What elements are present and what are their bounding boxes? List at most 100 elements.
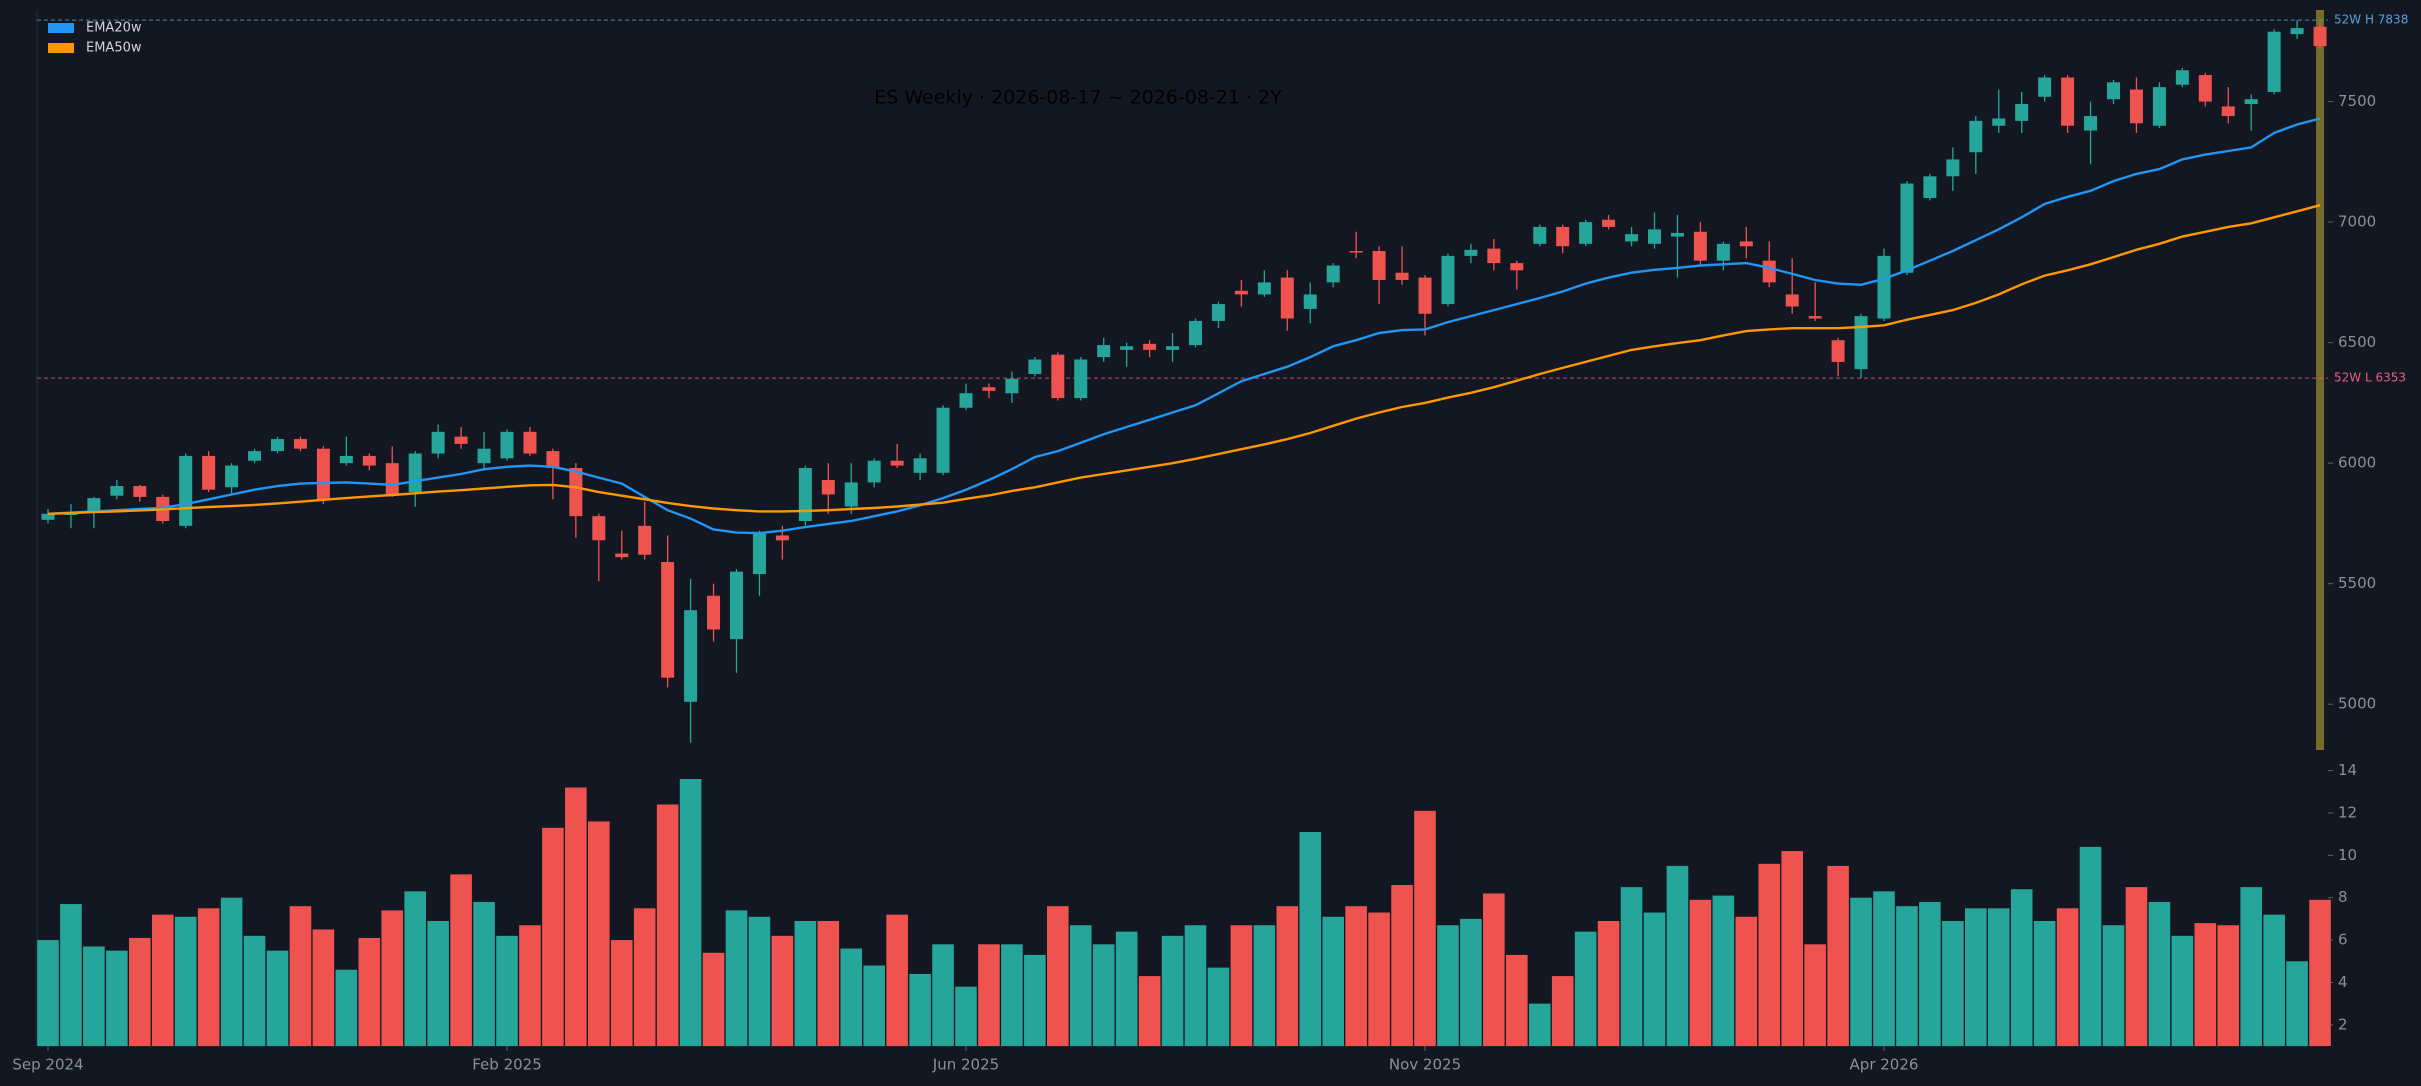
- candle-body: [1625, 234, 1639, 242]
- legend-label: EMA50w: [86, 41, 142, 56]
- candle-body: [1143, 343, 1157, 350]
- candle-body: [1005, 378, 1019, 394]
- candle-body: [1992, 118, 2006, 126]
- candle-body: [1648, 229, 1661, 244]
- volume-bar: [656, 804, 679, 1046]
- candle-body: [1372, 251, 1386, 280]
- volume-bar: [1299, 832, 1322, 1046]
- candle-body: [454, 436, 468, 444]
- reference-label: 52W H 7838: [2334, 13, 2408, 27]
- x-tick-label: Feb 2025: [472, 1056, 542, 1074]
- candle-body: [2313, 26, 2327, 47]
- volume-bar: [1024, 954, 1046, 1046]
- volume-bar: [1850, 897, 1872, 1046]
- volume-bar: [2263, 914, 2285, 1046]
- candle-body: [133, 486, 147, 497]
- candle-body: [798, 467, 812, 522]
- volume-bar: [1620, 887, 1643, 1046]
- candle-body: [1831, 340, 1845, 362]
- volume-bar: [106, 950, 128, 1046]
- candle-body: [730, 571, 743, 640]
- candle-body: [316, 448, 330, 500]
- volume-bar: [381, 910, 404, 1046]
- candle-body: [569, 467, 583, 517]
- volume-bar: [1781, 851, 1803, 1046]
- candle-body: [1739, 241, 1753, 247]
- volume-bar: [565, 787, 587, 1046]
- candle-body: [523, 431, 537, 454]
- candle-body: [1464, 249, 1478, 256]
- candle-body: [959, 393, 973, 408]
- volume-bar: [2102, 925, 2125, 1046]
- volume-bar: [748, 916, 771, 1046]
- volume-tick-label: 14: [2338, 761, 2357, 779]
- candle-body: [431, 431, 445, 454]
- volume-bar: [932, 944, 954, 1046]
- candle-body: [1556, 226, 1570, 247]
- volume-bar: [1047, 906, 1069, 1046]
- candle-body: [1234, 290, 1248, 295]
- candle-body: [1441, 255, 1455, 305]
- volume-bar: [886, 914, 908, 1046]
- y-tick-label: 7000: [2338, 213, 2376, 231]
- volume-bar: [266, 950, 289, 1046]
- volume-bar: [2033, 921, 2056, 1046]
- candle-body: [2244, 99, 2258, 105]
- volume-bar: [220, 897, 243, 1046]
- volume-bar: [863, 965, 885, 1046]
- candle-body: [500, 431, 514, 459]
- volume-bar: [2171, 935, 2194, 1046]
- volume-bar: [1391, 884, 1413, 1046]
- x-tick-label: Apr 2026: [1850, 1056, 1919, 1074]
- candle-body: [477, 448, 491, 464]
- volume-bar: [358, 937, 381, 1046]
- volume-bar: [1161, 935, 1184, 1046]
- volume-bar: [1092, 944, 1115, 1046]
- legend-swatch: [48, 23, 74, 33]
- y-tick-label: 5000: [2338, 695, 2376, 713]
- candle-body: [1166, 346, 1180, 350]
- volume-bar: [450, 874, 472, 1046]
- volume-bar: [2309, 899, 2331, 1046]
- volume-bar: [1253, 925, 1276, 1046]
- candle-body: [2084, 116, 2098, 131]
- volume-bar: [1827, 865, 1849, 1046]
- candle-body: [2038, 77, 2052, 97]
- volume-bar: [1184, 925, 1207, 1046]
- highlight-band: [2316, 10, 2325, 750]
- volume-bar: [1965, 908, 1987, 1046]
- volume-bar: [542, 827, 564, 1046]
- volume-bar: [679, 779, 702, 1046]
- volume-bar: [1115, 931, 1138, 1046]
- candle-body: [408, 453, 422, 493]
- candle-body: [2061, 77, 2075, 126]
- candle-body: [2152, 87, 2166, 126]
- volume-bar: [1230, 925, 1253, 1046]
- volume-bar: [1528, 1003, 1551, 1046]
- volume-bar: [1414, 810, 1436, 1046]
- volume-bar: [588, 821, 610, 1046]
- candle-body: [225, 465, 239, 488]
- volume-bar: [1735, 916, 1758, 1046]
- candle-body: [1602, 219, 1616, 227]
- volume-bar: [83, 946, 105, 1046]
- ema-line: [47, 204, 2321, 515]
- candle-body: [1097, 345, 1111, 358]
- candle-body: [1762, 260, 1776, 283]
- candle-body: [1326, 265, 1340, 283]
- volume-tick-label: 6: [2338, 931, 2348, 949]
- candle-body: [2175, 70, 2189, 85]
- volume-bar: [496, 935, 518, 1046]
- volume-tick-label: 4: [2338, 973, 2348, 991]
- volume-bar: [1551, 976, 1574, 1046]
- volume-bar: [1666, 865, 1689, 1046]
- volume-bar: [610, 940, 633, 1046]
- y-tick-label: 6500: [2338, 333, 2376, 351]
- volume-bar: [151, 914, 174, 1046]
- volume-bar: [702, 952, 725, 1046]
- volume-tick-label: 8: [2338, 888, 2348, 906]
- candle-body: [1487, 248, 1501, 264]
- reference-label: 52W L 6353: [2334, 371, 2406, 385]
- volume-bar: [1758, 863, 1781, 1046]
- volume-bar: [473, 901, 495, 1046]
